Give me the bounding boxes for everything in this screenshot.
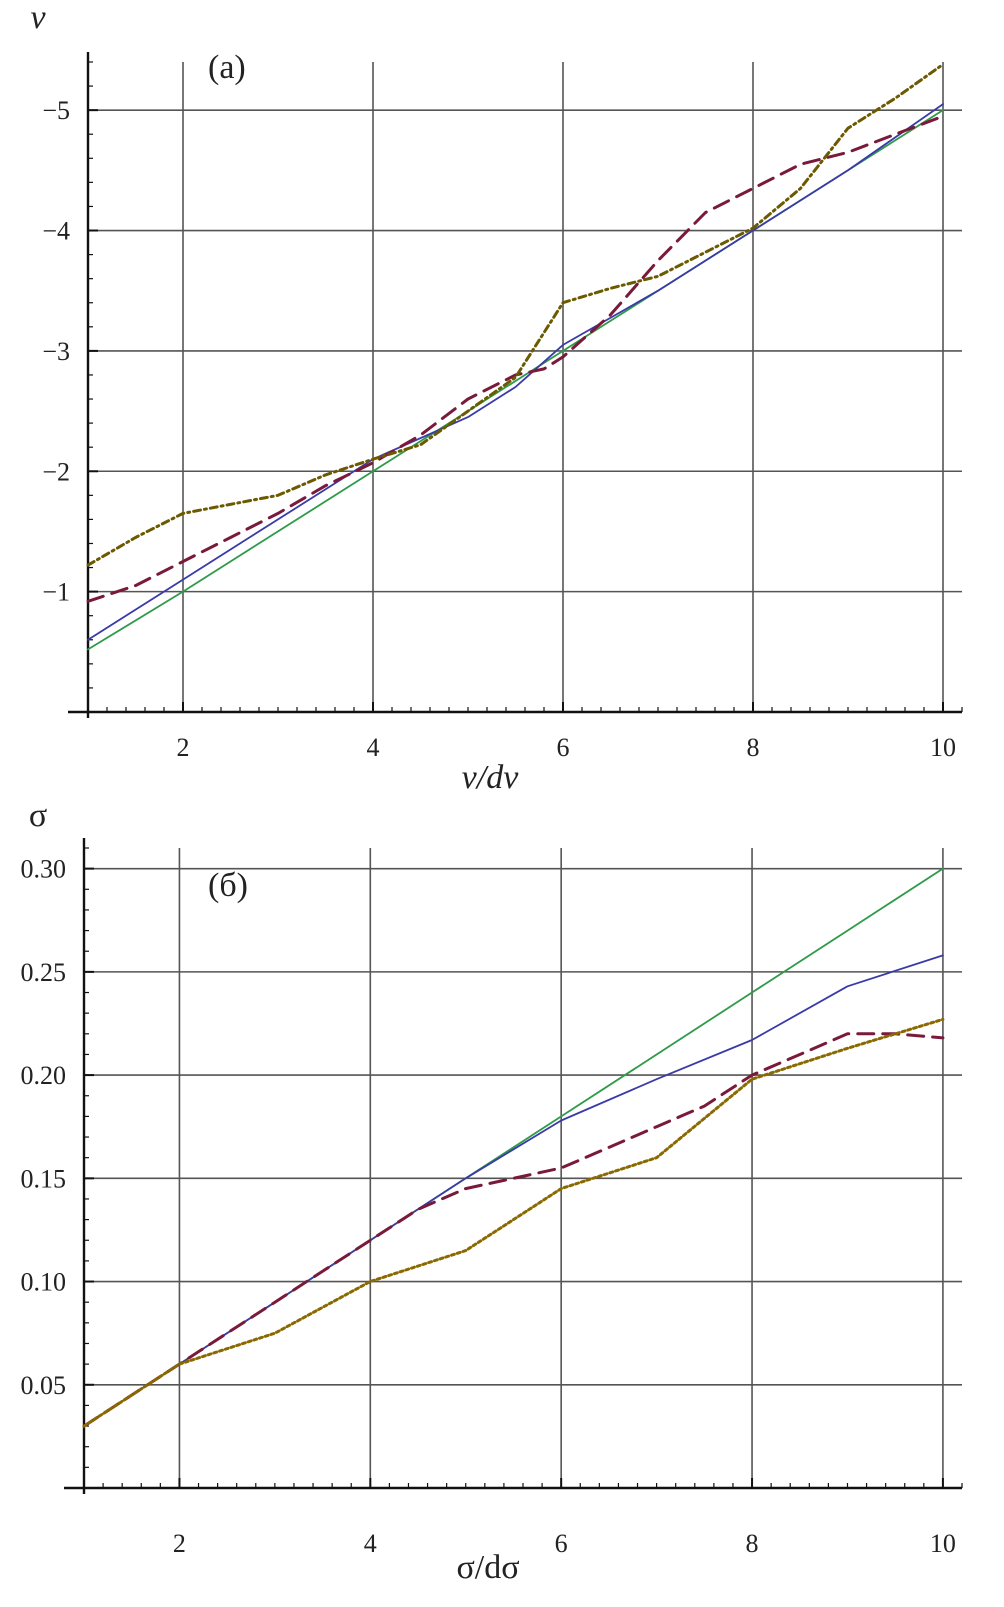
x-tick-label: 8 bbox=[746, 1529, 759, 1558]
series-line-2 bbox=[87, 103, 944, 641]
x-axis-title: σ/dσ bbox=[456, 1549, 519, 1586]
x-tick-label: 2 bbox=[173, 1529, 186, 1558]
y-tick-label: 0.15 bbox=[21, 1164, 67, 1193]
y-axis-title: v bbox=[30, 0, 46, 36]
y-tick-label: 0.20 bbox=[21, 1061, 67, 1090]
series-line-2 bbox=[83, 954, 944, 1427]
y-tick-label: 0.30 bbox=[21, 855, 67, 884]
y-tick-label: −4 bbox=[42, 217, 70, 246]
y-tick-label: 0.10 bbox=[21, 1268, 67, 1297]
chart-panel-1: 2 4 6 8 10 −1 −2 −3 −4 −5 v v/dv (a) bbox=[30, 0, 963, 796]
x-tick-label: 6 bbox=[555, 1529, 568, 1558]
y-tick-label: 0.25 bbox=[21, 958, 67, 987]
y-tick-label: −1 bbox=[42, 578, 70, 607]
x-axis-title: v/dv bbox=[462, 759, 520, 796]
y-tick-label: 0.05 bbox=[21, 1371, 67, 1400]
chart-panel-2: 2 4 6 8 10 0.05 0.10 0.15 0.20 0.25 0.30 σ σ/dσ (б) bbox=[21, 797, 963, 1586]
x-tick-label: 2 bbox=[177, 733, 190, 762]
series-line-3 bbox=[82, 1032, 945, 1428]
x-tick-label: 10 bbox=[930, 1529, 956, 1558]
x-tick-label: 8 bbox=[747, 733, 760, 762]
series-line-3 bbox=[86, 114, 945, 603]
y-tick-label: −2 bbox=[42, 457, 70, 486]
y-axis-title: σ bbox=[29, 797, 47, 834]
x-tick-label: 10 bbox=[930, 733, 956, 762]
series-line-4 bbox=[86, 62, 945, 567]
x-tick-label: 6 bbox=[557, 733, 570, 762]
panel-label: (б) bbox=[208, 867, 248, 904]
y-tick-label: −5 bbox=[42, 96, 70, 125]
series-line-4 bbox=[82, 1017, 945, 1428]
y-tick-label: −3 bbox=[42, 337, 70, 366]
panel-label: (a) bbox=[208, 49, 246, 86]
x-tick-label: 4 bbox=[364, 1529, 377, 1558]
x-tick-label: 4 bbox=[367, 733, 380, 762]
